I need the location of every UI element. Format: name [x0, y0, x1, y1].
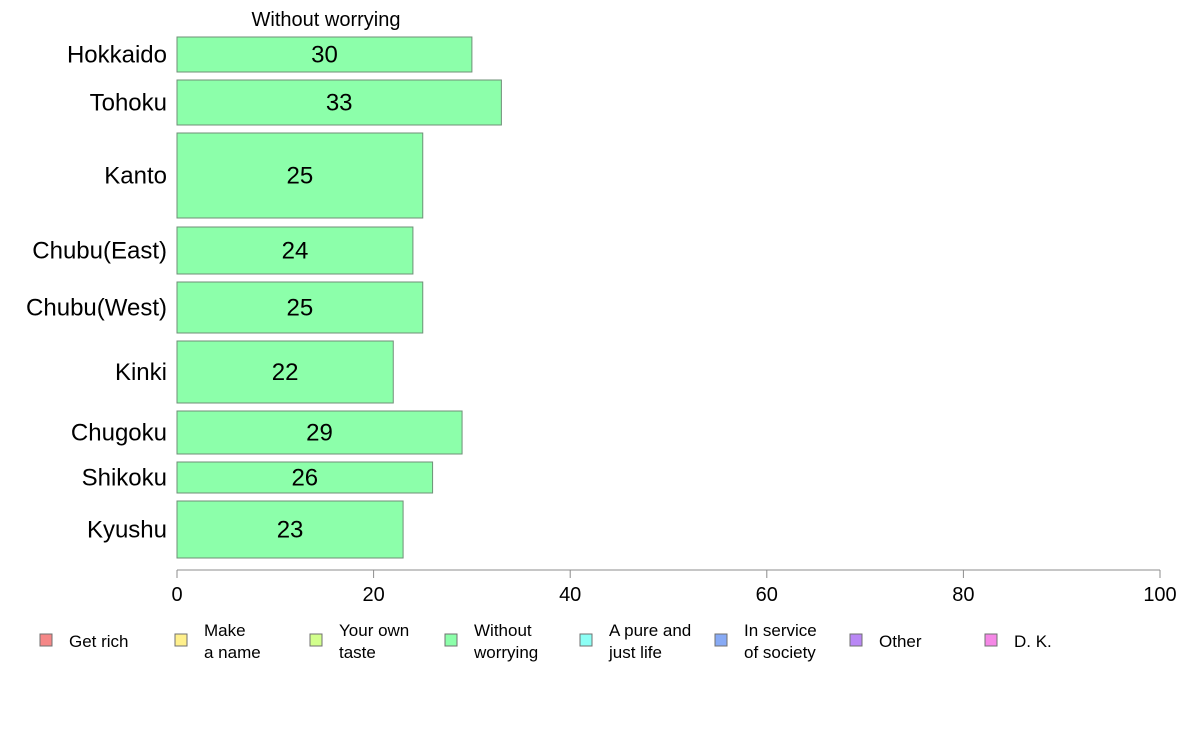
bar-value-label: 26: [291, 465, 318, 492]
category-label: Kinki: [115, 359, 167, 386]
legend-label: In service: [744, 621, 817, 640]
category-label: Chugoku: [71, 420, 167, 447]
legend-label: Your own: [339, 621, 409, 640]
x-tick-label: 80: [952, 584, 974, 606]
category-label: Kanto: [104, 163, 167, 190]
bar-value-label: 25: [287, 163, 314, 190]
bar: [176, 281, 424, 334]
legend-swatch: [984, 633, 998, 647]
x-tick-label: 0: [171, 584, 182, 606]
x-tick-label: 20: [362, 584, 384, 606]
bar-value-label: 30: [311, 42, 338, 69]
x-axis: 0 20 40 60 80 100: [171, 569, 1177, 606]
bar-value-label: 23: [277, 517, 304, 544]
category-label: Tohoku: [90, 90, 167, 117]
legend-swatch: [579, 633, 593, 647]
legend-label: D. K.: [1014, 632, 1052, 651]
legend: Get rich Make a name Your own taste Without wo…: [39, 621, 1052, 662]
legend-label: Get rich: [69, 632, 129, 651]
category-label: Chubu(East): [32, 238, 167, 265]
bars-group: 30 Hokkaido 33 Tohoku 25 Kanto 24 Chubu(East) 25…: [26, 36, 502, 559]
bar: [176, 36, 473, 73]
bar: [176, 340, 394, 404]
legend-label: a name: [204, 643, 261, 662]
category-label: Kyushu: [87, 517, 167, 544]
x-tick-label: 60: [756, 584, 778, 606]
category-label: Chubu(West): [26, 295, 167, 322]
legend-label: Other: [879, 632, 922, 651]
bar: [176, 226, 414, 275]
legend-label: just life: [608, 643, 662, 662]
legend-label: A pure and: [609, 621, 691, 640]
bar-value-label: 24: [282, 238, 309, 265]
legend-swatch: [174, 633, 188, 647]
legend-label: Make: [204, 621, 246, 640]
chart-title: Without worrying: [252, 9, 401, 31]
legend-label: taste: [339, 643, 376, 662]
legend-swatch: [39, 633, 53, 647]
legend-label: of society: [744, 643, 816, 662]
bar: [176, 461, 434, 494]
category-label: Shikoku: [82, 465, 167, 492]
bar: [176, 410, 463, 455]
bar-value-label: 33: [326, 90, 353, 117]
legend-swatch: [714, 633, 728, 647]
legend-label: Without: [474, 621, 532, 640]
legend-swatch: [849, 633, 863, 647]
category-label: Hokkaido: [67, 42, 167, 69]
legend-label: worrying: [473, 643, 538, 662]
legend-swatch: [309, 633, 323, 647]
legend-swatch: [444, 633, 458, 647]
x-tick-label: 100: [1143, 584, 1176, 606]
x-tick-label: 40: [559, 584, 581, 606]
bar: [176, 500, 404, 559]
bar: [176, 79, 502, 126]
bar-value-label: 29: [306, 420, 333, 447]
bar-value-label: 25: [287, 295, 314, 322]
bar: [176, 132, 424, 219]
bar-value-label: 22: [272, 359, 299, 386]
